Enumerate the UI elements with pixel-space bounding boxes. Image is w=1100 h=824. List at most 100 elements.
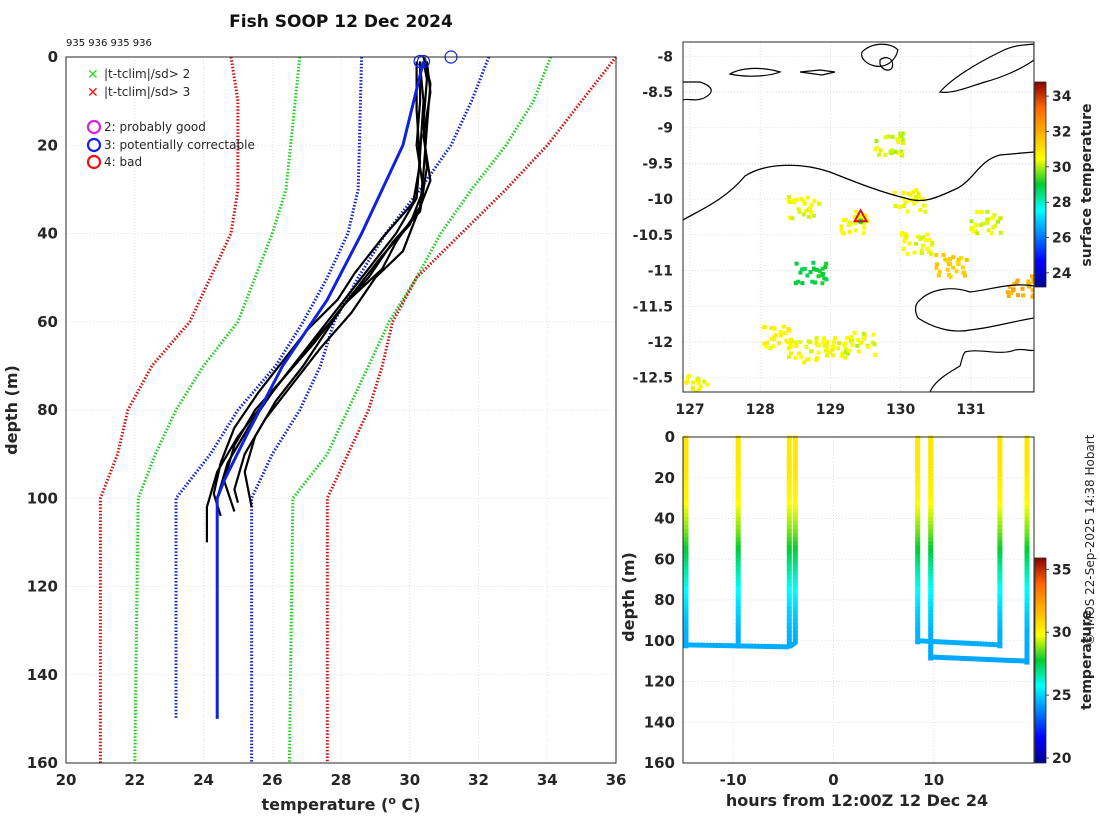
chart-title: Fish SOOP 12 Dec 2024: [229, 12, 453, 32]
sst-pixel: [817, 201, 822, 206]
map-x-tick-label: 131: [956, 402, 985, 418]
cast-point: [735, 582, 741, 588]
cast-point: [997, 439, 1003, 445]
sst-pixel: [1031, 277, 1034, 281]
sst-pixel: [914, 241, 918, 246]
sst-pixel: [846, 351, 851, 356]
cast-point: [792, 623, 798, 628]
sst-pixel: [930, 243, 934, 248]
map-y-tick-label: -8: [657, 49, 673, 65]
xlabel-end: C): [396, 795, 421, 814]
cast-point: [1024, 525, 1030, 531]
cast-point: [786, 639, 792, 645]
cast-point: [997, 582, 1003, 588]
sst-pixel: [824, 261, 829, 266]
sst-pixel: [801, 199, 806, 204]
cast-point: [915, 537, 921, 543]
cast-point: [683, 610, 689, 616]
cast-point: [928, 447, 934, 453]
sst-pixel: [1021, 293, 1026, 298]
sst-pixel: [1006, 294, 1011, 299]
cast-point: [1024, 614, 1030, 620]
cast-point: [997, 459, 1003, 465]
cast-point: [683, 504, 689, 510]
cast-point: [1024, 541, 1030, 547]
cast-point: [683, 476, 689, 482]
time-colorbar-tick-label: 30: [1052, 625, 1072, 641]
cast-point: [928, 598, 934, 604]
cast-point: [786, 496, 792, 502]
cast-point: [928, 623, 934, 628]
cast-point: [997, 480, 1003, 486]
cast-point: [915, 590, 921, 596]
cast-point: [928, 529, 934, 535]
sst-pixel: [917, 195, 922, 199]
cast-point: [792, 545, 798, 551]
sst-pixel: [904, 234, 909, 239]
cast-point: [915, 602, 921, 608]
sst-pixel: [971, 229, 976, 234]
cast-point: [792, 561, 798, 567]
cast-point: [1024, 618, 1030, 624]
cast-point: [735, 565, 741, 571]
sst-pixel: [802, 266, 807, 271]
y-tick-label: 0: [48, 48, 58, 66]
sst-pixel: [794, 343, 799, 348]
profile-legend: ✕ |t-tclim|/sd> 2 ✕ |t-tclim|/sd> 3 2: p…: [86, 67, 255, 170]
cast-point: [792, 598, 798, 604]
chart-subtitle: 935 936 935 936: [66, 38, 152, 49]
sst-pixel: [853, 228, 858, 233]
cast-point: [735, 488, 741, 494]
sst-pixel: [898, 131, 903, 136]
cast-point: [1024, 627, 1030, 632]
cast-point: [735, 631, 741, 637]
cast-point: [915, 517, 921, 522]
sst-pixel: [812, 267, 817, 272]
cast-point: [792, 618, 798, 624]
sst-pixel: [825, 344, 830, 349]
xlabel-sup: o: [388, 794, 396, 807]
coastline-timor: [683, 151, 1034, 221]
sst-pixel: [975, 231, 980, 236]
series-line-profile-936c: [212, 61, 422, 517]
cast-point: [735, 459, 741, 465]
cast-point: [683, 439, 689, 445]
cast-point: [1024, 439, 1030, 445]
cast-point: [997, 451, 1003, 457]
cast-point: [683, 529, 689, 535]
cast-point: [792, 435, 798, 441]
cast-point: [1024, 492, 1030, 498]
sst-pixel: [920, 243, 925, 248]
sst-pixel: [786, 346, 791, 351]
sst-pixel: [947, 257, 952, 262]
cast-point: [915, 459, 921, 465]
time-y-tick-label: 40: [654, 510, 675, 528]
cast-point: [997, 610, 1003, 616]
cast-point: [786, 521, 792, 527]
cast-point: [735, 557, 741, 563]
sst-pixel: [789, 338, 794, 343]
cast-point: [997, 537, 1003, 543]
sst-pixel: [863, 213, 867, 218]
map-y-tick-label: -9.5: [642, 156, 673, 172]
cast-point: [735, 512, 741, 518]
cast-point: [928, 614, 934, 620]
cast-point: [928, 512, 934, 518]
cast-point: [928, 464, 934, 469]
cast-point: [1024, 447, 1030, 453]
sst-pixel: [872, 342, 877, 347]
cast-point: [786, 525, 792, 531]
cast-point: [928, 459, 934, 465]
cast-point: [792, 484, 798, 490]
time-y-tick-label: 0: [665, 428, 675, 446]
sst-pixel: [799, 197, 804, 201]
cast-point: [915, 484, 921, 490]
cast-point: [786, 512, 792, 518]
sst-pixel: [892, 190, 897, 195]
coastline-north-4: [861, 43, 899, 67]
sst-pixel: [823, 348, 828, 353]
cast-point: [1024, 517, 1030, 522]
sst-pixel: [828, 350, 833, 355]
cast-point: [683, 537, 689, 543]
sst-pixel: [883, 152, 888, 157]
